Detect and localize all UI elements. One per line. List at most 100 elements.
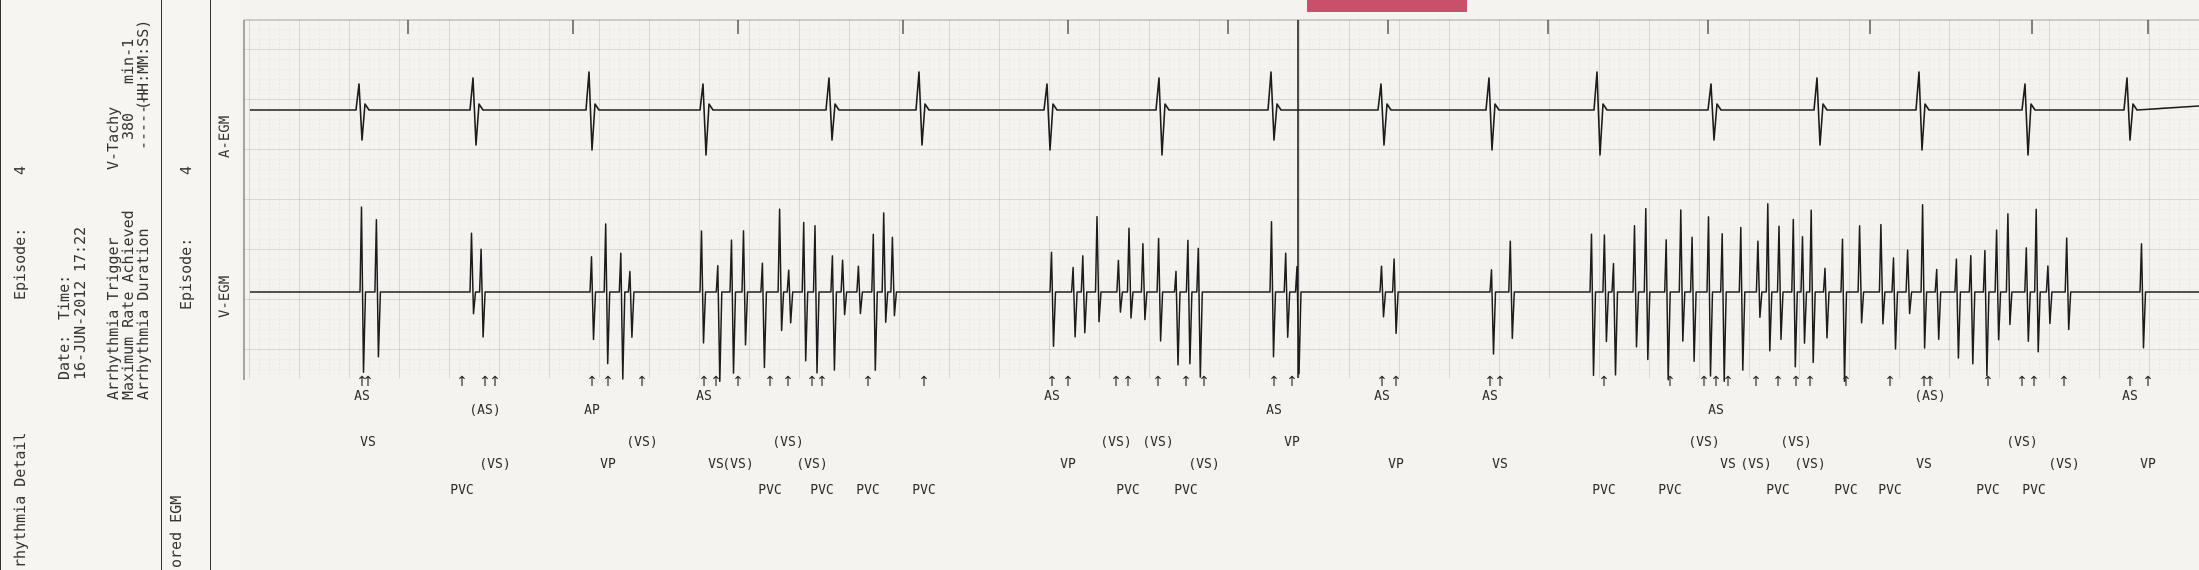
panel-divider <box>0 0 1 570</box>
a-egm-trace <box>250 71 2199 156</box>
v-egm-trace <box>250 203 2199 383</box>
marker-code: VS <box>1720 457 1736 472</box>
marker-arrow-icon: ↑ <box>2058 374 2070 390</box>
marker-arrow-icon: ↑ <box>2142 374 2154 390</box>
marker-code: PVC <box>1592 483 1615 498</box>
marker-arrow-icon: ↑ <box>1804 374 1816 390</box>
marker-arrow-icon: ↑ <box>586 374 598 390</box>
marker-code: AS <box>1044 389 1060 404</box>
event-marker-bar <box>1307 0 1467 12</box>
marker-code: PVC <box>1878 483 1901 498</box>
marker-arrow-icon: ↑ <box>1152 374 1164 390</box>
marker-code: (VS) <box>479 457 510 472</box>
marker-arrow-icon: ↑ <box>479 374 491 390</box>
marker-code: PVC <box>1658 483 1681 498</box>
marker-code: (VS) <box>772 435 803 450</box>
marker-arrow-icon: ↑ <box>1698 374 1710 390</box>
marker-code: (VS) <box>1780 435 1811 450</box>
marker-code: (VS) <box>2006 435 2037 450</box>
marker-arrow-icon: ↑ <box>782 374 794 390</box>
a-egm-label: A-EGM <box>217 116 233 158</box>
marker-arrow-icon: ↑ <box>1722 374 1734 390</box>
marker-arrows: ↑↑ ↑ ↑↑ ↑ ↑ ↑ ↑ ↑ ↑ ↑ ↑↑ ↑ ↑ ↑ ↑ ↑ ↑ ↑ ↑↑ ↑ ↑ ↑ ↑ ↑ ↑↑ ↑ ↑ ↑↑ ↑ ↑ ↑ ↑↑ ↑… <box>356 374 2154 390</box>
marker-code: PVC <box>1174 483 1197 498</box>
marker-arrow-icon: ↑ <box>1286 374 1298 390</box>
panel-divider <box>210 0 211 570</box>
marker-arrow-icon: ↑ <box>1268 374 1280 390</box>
time-ticks <box>407 20 2149 34</box>
marker-code: (VS) <box>1688 435 1719 450</box>
marker-code: VP <box>1284 435 1300 450</box>
marker-annotations: ASVSPVC(AS)(VS)APVP(VS)ASVS(VS)(VS)(VS)P… <box>354 389 2156 498</box>
marker-code: (AS) <box>469 403 500 418</box>
marker-arrow-icon: ↑ <box>1494 374 1506 390</box>
marker-code: (VS) <box>1740 457 1771 472</box>
marker-arrow-icon: ↑ <box>1840 374 1852 390</box>
marker-arrow-icon: ↑ <box>710 374 722 390</box>
marker-code: VS <box>708 457 724 472</box>
marker-arrow-icon: ↑ <box>1924 374 1936 390</box>
marker-arrow-icon: ↑ <box>1122 374 1134 390</box>
marker-arrow-icon: ↑ <box>1884 374 1896 390</box>
marker-arrow-icon: ↑ <box>602 374 614 390</box>
marker-code: PVC <box>758 483 781 498</box>
marker-arrow-icon: ↑ <box>362 374 374 390</box>
marker-code: VS <box>1916 457 1932 472</box>
v-egm-label: V-EGM <box>217 276 233 318</box>
marker-code: PVC <box>810 483 833 498</box>
marker-arrow-icon: ↑ <box>1710 374 1722 390</box>
marker-arrow-icon: ↑ <box>806 374 818 390</box>
marker-arrow-icon: ↑ <box>1180 374 1192 390</box>
marker-code: (VS) <box>796 457 827 472</box>
panel-divider <box>161 0 162 570</box>
marker-code: PVC <box>856 483 879 498</box>
marker-code: PVC <box>2022 483 2045 498</box>
grid-area <box>243 19 2199 380</box>
marker-code: (VS) <box>2048 457 2079 472</box>
marker-arrow-icon: ↑ <box>1110 374 1122 390</box>
marker-code: (AS) <box>1914 389 1945 404</box>
marker-code: VP <box>2140 457 2156 472</box>
marker-code: PVC <box>1766 483 1789 498</box>
marker-code: (VS) <box>626 435 657 450</box>
marker-arrow-icon: ↑ <box>2028 374 2040 390</box>
marker-arrow-icon: ↑ <box>1062 374 1074 390</box>
marker-arrow-icon: ↑ <box>489 374 501 390</box>
marker-code: PVC <box>1116 483 1139 498</box>
marker-code: AS <box>696 389 712 404</box>
marker-code: PVC <box>1976 483 1999 498</box>
episode-info-panel: rhythmia Detail Episode: 4 Date: Time: 1… <box>0 0 240 570</box>
marker-arrow-icon: ↑ <box>2124 374 2136 390</box>
marker-code: (VS) <box>1100 435 1131 450</box>
marker-code: (VS) <box>1188 457 1219 472</box>
marker-code: (VS) <box>722 457 753 472</box>
marker-code: AS <box>1374 389 1390 404</box>
marker-code: PVC <box>912 483 935 498</box>
marker-code: (VS) <box>1142 435 1173 450</box>
marker-arrow-icon: ↑ <box>1598 374 1610 390</box>
marker-arrow-icon: ↑ <box>732 374 744 390</box>
marker-arrow-icon: ↑ <box>356 374 368 390</box>
marker-code: (VS) <box>1794 457 1825 472</box>
marker-arrow-icon: ↑ <box>1750 374 1762 390</box>
marker-arrow-icon: ↑ <box>1772 374 1784 390</box>
marker-code: VS <box>1492 457 1508 472</box>
marker-code: VP <box>1060 457 1076 472</box>
marker-arrow-icon: ↑ <box>918 374 930 390</box>
marker-arrow-icon: ↑ <box>2016 374 2028 390</box>
marker-code: AS <box>1482 389 1498 404</box>
marker-code: VS <box>360 435 376 450</box>
marker-arrow-icon: ↑ <box>1198 374 1210 390</box>
marker-code: AS <box>2122 389 2138 404</box>
marker-arrow-icon: ↑ <box>862 374 874 390</box>
marker-arrow-icon: ↑ <box>764 374 776 390</box>
marker-arrow-icon: ↑ <box>1664 374 1676 390</box>
marker-arrow-icon: ↑ <box>1982 374 1994 390</box>
marker-code: PVC <box>450 483 473 498</box>
marker-arrow-icon: ↑ <box>1484 374 1496 390</box>
marker-code: AS <box>1266 403 1282 418</box>
marker-code: AS <box>354 389 370 404</box>
marker-code: PVC <box>1834 483 1857 498</box>
marker-arrow-icon: ↑ <box>816 374 828 390</box>
